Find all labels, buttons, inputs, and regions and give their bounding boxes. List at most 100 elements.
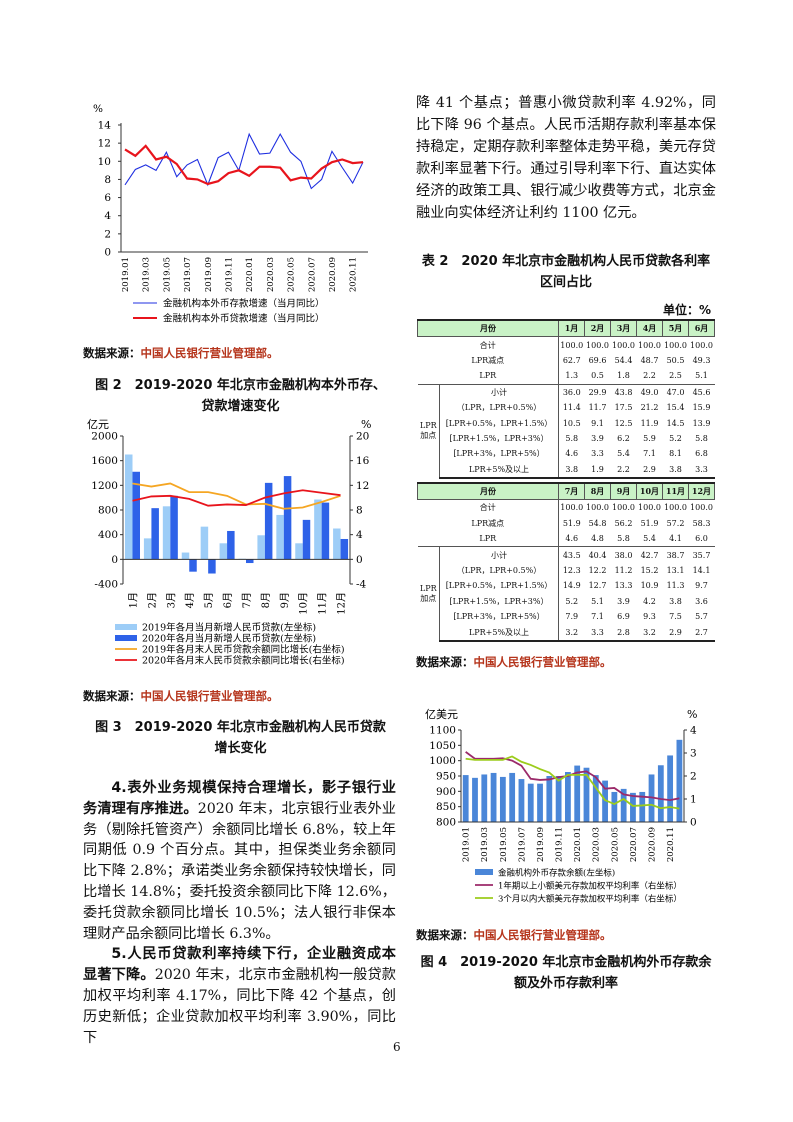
value-cell: 5.8 (695, 433, 708, 443)
value-cell: 3.2 (558, 624, 585, 642)
month-cell: 2月 (584, 319, 611, 338)
row-label: LPR减点 (417, 352, 559, 369)
bar (132, 471, 140, 560)
paragraph-loan-rates: 5.人民币贷款利率持续下行，企业融资成本显著下降。2020 年末，北京市金融机构… (83, 946, 396, 1046)
body-text: 4.表外业务规模保持合理增长，影子银行业务清理有序推进。2020 年末，北京银行… (83, 778, 396, 1048)
table-row: [LPR+3%，LPR+5%） 4.6 3.3 5.4 7.1 8.1 6.8 (418, 446, 715, 462)
tick-label: 4 (356, 529, 363, 541)
bar (264, 482, 273, 560)
x-tick-label: 10月 (298, 592, 310, 615)
value-cell: 2.7 (688, 624, 715, 642)
value-cell: 6.2 (617, 433, 630, 443)
value-cell: 58.3 (692, 518, 711, 528)
value-cell: 2.9 (662, 624, 689, 642)
table-row: 合计 100.0 100.0 100.0 100.0 100.0 100.0 (417, 336, 715, 353)
value-cell: 2.2 (610, 461, 637, 479)
x-tick-label: 1月 (127, 592, 139, 608)
row-label: [LPR+1.5%，LPR+3%） (439, 593, 559, 610)
value-cell: 15.4 (666, 403, 685, 413)
table-row: LPR加点 小计 36.0 29.9 43.8 49.0 47.0 45.6 (417, 383, 715, 478)
tick-label: 0 (356, 554, 363, 566)
value-cell: 100.0 (664, 503, 687, 513)
value-cell: 7.9 (565, 612, 579, 622)
value-cell: 62.7 (562, 355, 581, 365)
tick-label: 4 (690, 725, 697, 737)
month-cell: 1月 (558, 319, 585, 338)
tick-label: 4 (104, 210, 111, 222)
value-cell: 10.5 (562, 418, 581, 428)
bar (630, 792, 636, 822)
bar (162, 506, 171, 560)
value-cell: 100.0 (586, 503, 609, 513)
x-tick-label: 2020.01 (573, 827, 583, 862)
x-tick-label: 2019.03 (480, 827, 490, 862)
group-label: LPR加点 (417, 546, 440, 641)
value-cell: 12.3 (562, 566, 581, 576)
x-tick-label: 2020.01 (245, 257, 255, 292)
table2-title: 表 2 2020 年北京市金融机构人民币贷款各利率 区间占比 (421, 254, 711, 290)
x-tick-label: 2020.11 (666, 827, 676, 862)
bar (276, 514, 284, 560)
value-cell: 8.1 (669, 449, 682, 459)
x-tick-label: 2019.07 (183, 257, 193, 292)
bar (602, 780, 608, 822)
tick-label: 1600 (91, 455, 118, 467)
x-tick-label: 2019.09 (204, 257, 214, 292)
legend-swatch (475, 869, 493, 875)
bar (151, 508, 159, 560)
legend-swatch (115, 635, 137, 641)
rmb-loan-growth-chart: 亿元 % -400 0 400 800 1200 1600 2000 -4 0 4 8 12 16 20 201… (87, 418, 371, 667)
right-axis-unit: % (687, 708, 697, 721)
bar (257, 535, 265, 560)
legend-label: 2020年各月末人民币贷款余额同比增长(右坐标) (142, 655, 345, 667)
x-tick-label: 5月 (203, 592, 215, 608)
tick-label: 0 (104, 247, 111, 259)
table-row: [LPR+0.5%，LPR+1.5%） 14.9 12.7 13.3 10.9 11.3 9… (418, 578, 715, 594)
value-cell: 48.7 (640, 355, 659, 365)
month-cell: 7月 (558, 481, 585, 501)
value-cell: 42.7 (636, 546, 663, 563)
bar (574, 765, 581, 822)
tick-label: 6 (104, 192, 111, 204)
value-cell: 100.0 (638, 503, 661, 513)
table-row: LPR+5%及以上 3.8 1.9 2.2 2.9 3.8 3.3 (418, 461, 715, 479)
x-tick-label: 2019.11 (224, 257, 234, 292)
value-cell: 3.8 (669, 596, 682, 606)
row-label: LPR+5%及以上 (439, 624, 559, 642)
value-cell: 3.8 (558, 461, 585, 479)
value-cell: 14.9 (562, 581, 581, 591)
value-cell: 9.1 (591, 418, 604, 428)
value-cell: 54.8 (588, 518, 607, 528)
bar (509, 772, 516, 822)
left-axis-unit: 亿美元 (425, 708, 458, 721)
x-tick-label: 11月 (317, 592, 329, 615)
row-label: LPR (417, 368, 559, 385)
tick-label: 1 (690, 794, 697, 806)
value-cell: 14.1 (692, 566, 711, 576)
bar (657, 765, 664, 822)
month-header: 月份 (417, 481, 559, 501)
value-cell: 100.0 (690, 340, 713, 350)
value-cell: 50.5 (666, 355, 685, 365)
tick-label: 950 (436, 771, 456, 783)
row-label: LPR减点 (417, 515, 559, 532)
x-tick-label: 4月 (184, 592, 196, 608)
value-cell: 9.7 (695, 581, 708, 591)
table-row: LPR+5%及以上 3.2 3.3 2.8 3.2 2.9 2.7 (418, 624, 715, 642)
x-tick-label: 2020.09 (328, 257, 338, 292)
loan-rate-table: 月份 1月 2月 3月 4月 5月 6月 合计 100.0 100.0 100.0 100.0 100.… (417, 319, 715, 642)
figure3-caption: 图 3 2019-2020 年北京市金融机构人民币贷款 增长变化 (95, 720, 386, 756)
value-cell: 3.2 (636, 624, 663, 642)
value-cell: 4.2 (643, 596, 656, 606)
value-cell: 5.2 (565, 596, 579, 606)
deposit-loan-growth-line-chart: % 0 2 4 6 8 10 12 14 2019.01 2019.03 2019.05 2019.07… (93, 103, 368, 325)
bar (583, 767, 590, 822)
value-cell: 12.2 (588, 566, 607, 576)
value-cell: 12.7 (588, 581, 607, 591)
bar (546, 776, 553, 822)
x-tick-label: 3月 (165, 592, 177, 608)
table-row: 合计 100.0 100.0 100.0 100.0 100.0 100.0 (417, 499, 715, 516)
month-cell: 5月 (662, 319, 689, 338)
bar (499, 776, 506, 822)
tick-label: 1000 (429, 755, 456, 767)
